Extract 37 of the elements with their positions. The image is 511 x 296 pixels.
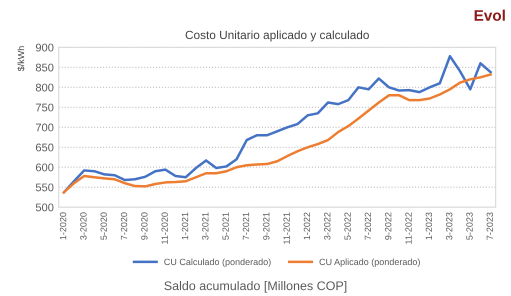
x-tick-label: 3-2022 [324,212,330,240]
chart-title: Costo Unitario aplicado y calculado [186,30,369,42]
x-tick-label: 5-2020 [100,212,107,240]
x-tick-label: 7-2022 [364,212,372,240]
y-tick-label: 850 [36,64,54,72]
x-tick-label: 7-2021 [242,212,250,240]
text: Saldo acumulado [Millones COP] [164,281,346,293]
x-tick-label: 1-2023 [426,212,432,240]
y-tick-label: 750 [36,104,54,112]
x-tick-label: 11-2021 [283,212,290,244]
x-tick-label: 5-2023 [466,212,473,240]
x-tick-label: 5-2021 [222,212,229,240]
x-tick-label: 1-2021 [182,212,188,240]
y-axis-title: $/kWh [17,46,25,72]
y-tick-label: 550 [36,183,54,192]
legend-label: CU Calculado (ponderado) [164,258,271,267]
x-tick-label: 11-2020 [161,212,168,244]
x-tick-label: 9-2022 [385,212,392,240]
y-tick-label: 700 [36,124,54,132]
x-tick-label: 1-2022 [304,212,310,240]
y-tick-label: 600 [36,164,54,172]
x-tick-label: 11-2022 [405,212,412,244]
y-tick-label: 800 [36,84,54,92]
x-tick-label: 9-2021 [263,212,270,240]
x-tick-label: 5-2022 [344,212,351,240]
x-tick-label: 3-2023 [446,212,452,240]
y-tick-label: 900 [36,44,54,52]
y-tick-label: 650 [36,144,54,152]
x-tick-label: 7-2020 [120,212,128,240]
text: Evol [474,10,505,21]
x-tick-label: 3-2020 [80,212,87,240]
y-tick-label: 500 [36,203,54,212]
x-tick-label: 1-2020 [60,212,66,240]
x-tick-label: 3-2021 [202,212,209,240]
x-tick-label: 7-2023 [486,212,494,240]
x-tick-label: 9-2020 [141,212,148,240]
legend-label: CU Aplicado (ponderado) [320,258,420,267]
